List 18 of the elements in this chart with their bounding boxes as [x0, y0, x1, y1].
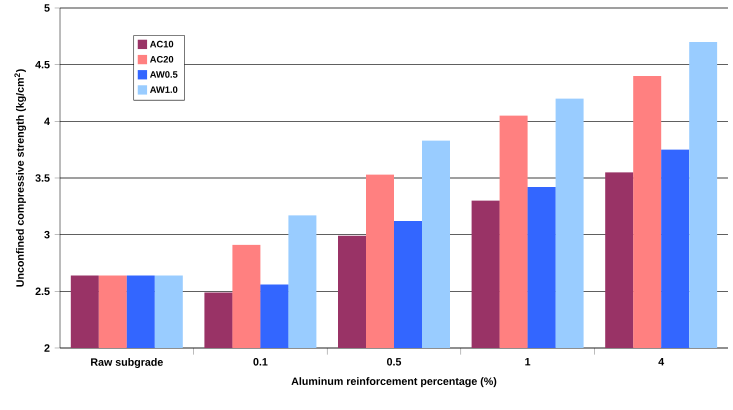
y-tick-label: 2.5 — [36, 288, 50, 296]
legend-label: AW1.0 — [150, 86, 178, 93]
x-tick-label: 1 — [525, 358, 530, 366]
legend-label: AC10 — [150, 40, 174, 48]
x-tick-label: 0.1 — [253, 358, 268, 366]
y-tick-label: 3.5 — [35, 174, 50, 182]
x-tick-label: 0.5 — [387, 358, 402, 366]
legend-label: AC20 — [150, 56, 174, 63]
x-axis-title: Aluminum reinforcement percentage (%) — [291, 377, 496, 388]
y-axis-title: Unconfined compressive strength (kg/cm$^{2}$) — [14, 69, 26, 287]
y-tick-label: 4 — [44, 118, 50, 125]
y-tick-label: 2 — [44, 344, 50, 352]
x-tick-label: Raw subgrade — [91, 358, 163, 368]
y-tick-label: 3 — [44, 230, 50, 238]
legend-label: AW0.5 — [150, 71, 178, 78]
y-tick-label: 4.5 — [35, 60, 50, 68]
y-tick-label: 5 — [44, 4, 50, 12]
x-tick-label: 4 — [658, 358, 664, 366]
